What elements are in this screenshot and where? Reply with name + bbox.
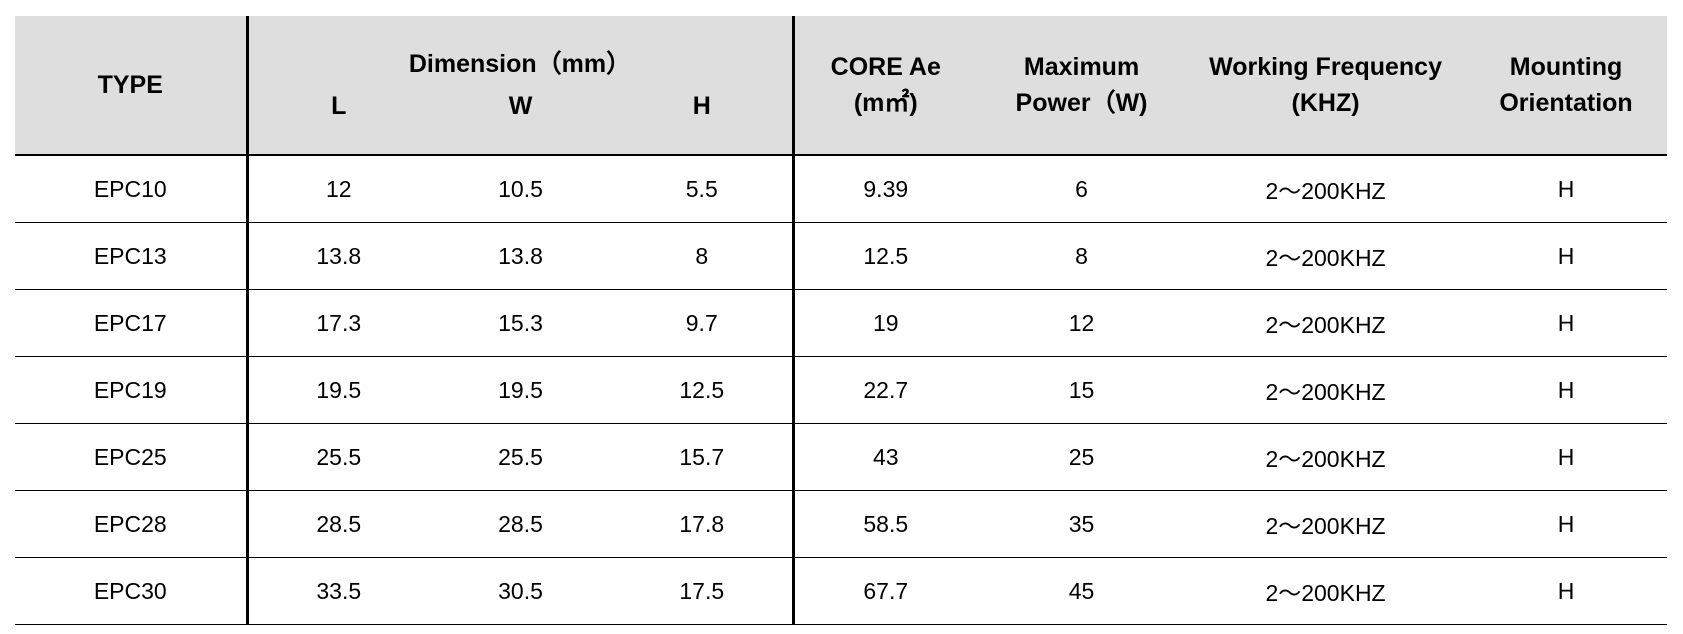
table-cell: 28.5 <box>429 490 612 558</box>
table-cell: 12.5 <box>612 356 794 424</box>
table-cell: 19.5 <box>429 356 612 424</box>
table-cell: 17.3 <box>245 289 429 357</box>
table-cell: H <box>1465 222 1668 290</box>
table-header: TYPE Dimension（mm） CORE Ae (m㎡) Maximum … <box>15 16 1668 156</box>
table-cell: 30.5 <box>429 557 612 625</box>
table-cell: EPC19 <box>15 356 247 424</box>
table-cell: 2～200KHZ <box>1186 490 1466 558</box>
table-cell: EPC13 <box>15 222 247 290</box>
table-cell: 17.8 <box>612 490 794 558</box>
table-row: EPC19 19.5 19.5 12.5 22.7 15 2～200KHZ H <box>15 356 1668 424</box>
header-cell: TYPE <box>15 16 247 156</box>
table-row: EPC10 12 10.5 5.5 9.39 6 2～200KHZ H <box>15 155 1668 223</box>
table-cell: 35 <box>977 490 1187 558</box>
table-row: EPC28 28.5 28.5 17.8 58.5 35 2～200KHZ H <box>15 490 1668 558</box>
table-cell: EPC10 <box>15 155 247 223</box>
table-cell: EPC25 <box>15 423 247 491</box>
table-cell: 17.5 <box>612 557 794 625</box>
table-cell: 13.8 <box>245 222 429 290</box>
table-cell: 15.7 <box>612 423 794 491</box>
table-cell: 6 <box>977 155 1187 223</box>
table-cell: 2～200KHZ <box>1186 423 1466 491</box>
table-cell: 8 <box>612 222 794 290</box>
table-cell: 9.7 <box>612 289 794 357</box>
table-cell: 25.5 <box>429 423 612 491</box>
table-cell: 12 <box>977 289 1187 357</box>
table-cell: 45 <box>977 557 1187 625</box>
table-cell: H <box>1465 289 1668 357</box>
table-cell: H <box>1465 490 1668 558</box>
header-cell: Dimension（mm） <box>245 16 794 84</box>
spec-table: TYPE Dimension（mm） CORE Ae (m㎡) Maximum … <box>15 16 1668 625</box>
table-cell: 12.5 <box>791 222 978 290</box>
table-cell: 28.5 <box>245 490 429 558</box>
table-cell: H <box>1465 423 1668 491</box>
table-cell: 5.5 <box>612 155 794 223</box>
header-cell: Mounting Orientation <box>1465 16 1668 156</box>
table-cell: 10.5 <box>429 155 612 223</box>
header-cell: W <box>429 84 612 156</box>
header-cell: CORE Ae (m㎡) <box>791 16 978 156</box>
table-cell: 2～200KHZ <box>1186 557 1466 625</box>
table-cell: 13.8 <box>429 222 612 290</box>
table-row: EPC17 17.3 15.3 9.7 19 12 2～200KHZ H <box>15 289 1668 357</box>
table-cell: H <box>1465 356 1668 424</box>
table-cell: 67.7 <box>791 557 978 625</box>
table-row: EPC25 25.5 25.5 15.7 43 25 2～200KHZ H <box>15 423 1668 491</box>
table-cell: EPC17 <box>15 289 247 357</box>
table-row: EPC30 33.5 30.5 17.5 67.7 45 2～200KHZ H <box>15 557 1668 625</box>
table-cell: 12 <box>245 155 429 223</box>
table-cell: EPC30 <box>15 557 247 625</box>
table-cell: 22.7 <box>791 356 978 424</box>
table-cell: 9.39 <box>791 155 978 223</box>
header-cell: Working Frequency (KHZ) <box>1186 16 1466 156</box>
table-cell: 19 <box>791 289 978 357</box>
table-cell: 2～200KHZ <box>1186 356 1466 424</box>
table-cell: H <box>1465 155 1668 223</box>
table-cell: 2～200KHZ <box>1186 222 1466 290</box>
header-cell: H <box>612 84 794 156</box>
header-cell: Maximum Power（W) <box>977 16 1187 156</box>
table-cell: 25.5 <box>245 423 429 491</box>
table-cell: H <box>1465 557 1668 625</box>
table-cell: 2～200KHZ <box>1186 289 1466 357</box>
table-cell: 15 <box>977 356 1187 424</box>
table-cell: 15.3 <box>429 289 612 357</box>
table-cell: 25 <box>977 423 1187 491</box>
table-body: EPC10 12 10.5 5.5 9.39 6 2～200KHZ H EPC13 13.8 13.… <box>15 155 1668 625</box>
table-row: EPC13 13.8 13.8 8 12.5 8 2～200KHZ H <box>15 222 1668 290</box>
table-cell: 33.5 <box>245 557 429 625</box>
table-cell: 43 <box>791 423 978 491</box>
table-cell: EPC28 <box>15 490 247 558</box>
table-cell: 2～200KHZ <box>1186 155 1466 223</box>
table-cell: 58.5 <box>791 490 978 558</box>
table-cell: 19.5 <box>245 356 429 424</box>
table-cell: 8 <box>977 222 1187 290</box>
header-cell: L <box>245 84 429 156</box>
